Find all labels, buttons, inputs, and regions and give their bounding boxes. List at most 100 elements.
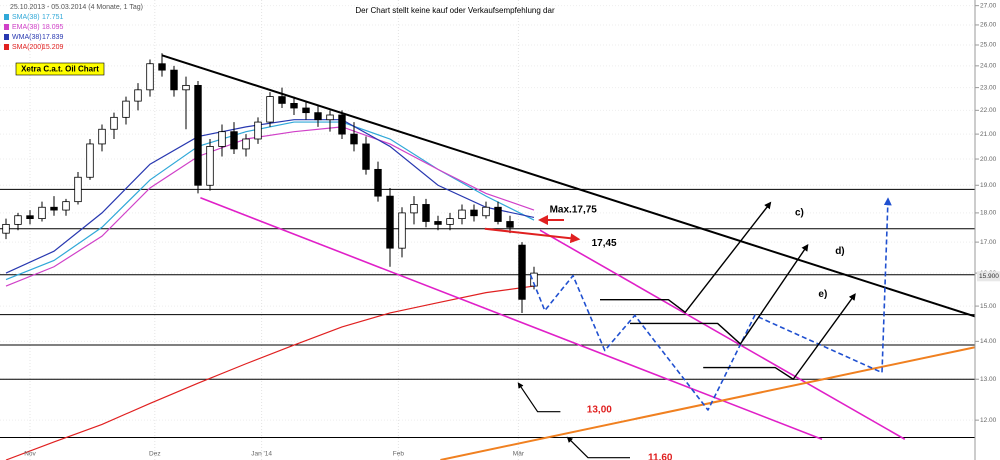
candle-body [266, 96, 274, 123]
candle-body [26, 215, 34, 220]
drawing-line [200, 197, 823, 440]
axis: 12.0013.0014.0015.0016.0017.0018.0019.00… [24, 0, 1000, 460]
candle-body [170, 69, 178, 91]
drawing-line [566, 436, 630, 459]
y-tick-label: 17.00 [980, 239, 997, 246]
y-tick-label: 12.00 [980, 417, 997, 424]
legend-value: 17.839 [42, 34, 64, 41]
legend-name: EMA(38) [12, 24, 40, 31]
candle-body [230, 131, 238, 150]
candle-body [494, 206, 502, 222]
candle-body [158, 63, 166, 71]
header: 25.10.2013 - 05.03.2014 (4 Monate, 1 Tag… [10, 4, 143, 11]
drawing-line [630, 243, 809, 345]
indicator-line [5, 285, 535, 460]
candle-body [470, 209, 478, 217]
candle-body [50, 206, 58, 211]
drawing-line [600, 201, 772, 313]
x-tick-label: Feb [393, 451, 405, 458]
candles [2, 53, 538, 313]
indicator-line [5, 126, 535, 287]
candle-body [218, 131, 226, 147]
candle-body [254, 121, 262, 140]
y-tick-label: 13.00 [980, 376, 997, 383]
legend-value: 18.095 [42, 24, 64, 31]
y-tick-label: 19.00 [980, 182, 997, 189]
legend-swatch [4, 24, 9, 30]
candle-body [98, 128, 106, 145]
candle-body [134, 89, 142, 102]
chart-title: Der Chart stellt keine kauf oder Verkauf… [355, 6, 555, 15]
candle-body [122, 100, 130, 118]
candle-body [362, 143, 370, 170]
y-tick-label: 23.00 [980, 84, 997, 91]
candle-body [86, 143, 94, 178]
candle-body [374, 168, 382, 197]
legend-swatch [4, 34, 9, 40]
candle-body [290, 103, 298, 109]
badge-text: Xetra C.a.t. Oil Chart [21, 65, 99, 74]
drawing-line [529, 197, 892, 411]
drawing-line [539, 229, 906, 440]
y-tick-label: 14.00 [980, 338, 997, 345]
drawings: Max.17,75 17,45 13,00 11,60 c) d) e) [161, 54, 976, 460]
candle-body [458, 209, 466, 220]
legend-name: WMA(38) [12, 34, 42, 41]
legend-swatch [4, 44, 9, 50]
candle-body [482, 206, 490, 217]
grid [0, 0, 975, 460]
candle-body [194, 84, 202, 186]
last-price-label: 15.900 [979, 273, 999, 280]
badge-box [15, 62, 105, 76]
drawing-line [517, 382, 561, 413]
candle-body [434, 221, 442, 225]
legend-value: 15.209 [42, 44, 64, 51]
last-price-box [977, 271, 1000, 282]
candle-body [422, 204, 430, 222]
x-tick-label: Jan '14 [251, 451, 272, 458]
candle-body [302, 107, 310, 114]
y-tick-label: 18.00 [980, 210, 997, 217]
annotation: 11,60 [648, 452, 673, 460]
candle-body [14, 215, 22, 225]
y-tick-label: 26.00 [980, 22, 997, 29]
candle-body [326, 114, 334, 121]
candle-body [410, 204, 418, 214]
candle-body [38, 206, 46, 220]
badge: Xetra C.a.t. Oil Chart [15, 62, 105, 76]
x-tick-label: Dez [149, 451, 161, 458]
y-tick-label: 22.00 [980, 107, 997, 114]
candle-body [506, 221, 514, 228]
drawing-line [161, 54, 976, 318]
candle-body [386, 195, 394, 249]
annotation: d) [835, 246, 844, 257]
x-tick-label: Nov [24, 451, 36, 458]
y-tick-label: 24.00 [980, 63, 997, 70]
candle-body [338, 114, 346, 135]
annotation: 17,45 [592, 238, 617, 249]
y-tick-label: 20.00 [980, 156, 997, 163]
x-tick-label: Mär [513, 451, 525, 458]
candle-body [242, 138, 250, 150]
annotation: c) [795, 208, 804, 219]
legend-name: SMA(200) [12, 44, 44, 51]
y-tick-label: 27.00 [980, 2, 997, 9]
y-tick-label: 21.00 [980, 131, 997, 138]
annotation: Max.17,75 [550, 205, 598, 216]
candle-body [146, 63, 154, 91]
candle-body [446, 218, 454, 225]
y-tick-label: 25.00 [980, 42, 997, 49]
candle-body [2, 223, 10, 234]
legend-value: 17.751 [42, 14, 64, 21]
candle-body [530, 272, 538, 287]
legend-swatch [4, 14, 9, 20]
candle-body [62, 201, 70, 211]
candle-body [518, 244, 526, 300]
candle-body [350, 133, 358, 145]
y-tick-label: 15.00 [980, 303, 997, 310]
drawing-line [703, 293, 856, 380]
candle-body [278, 96, 286, 104]
legend: 25.10.2013 - 05.03.2014 (4 Monate, 1 Tag… [4, 4, 143, 51]
